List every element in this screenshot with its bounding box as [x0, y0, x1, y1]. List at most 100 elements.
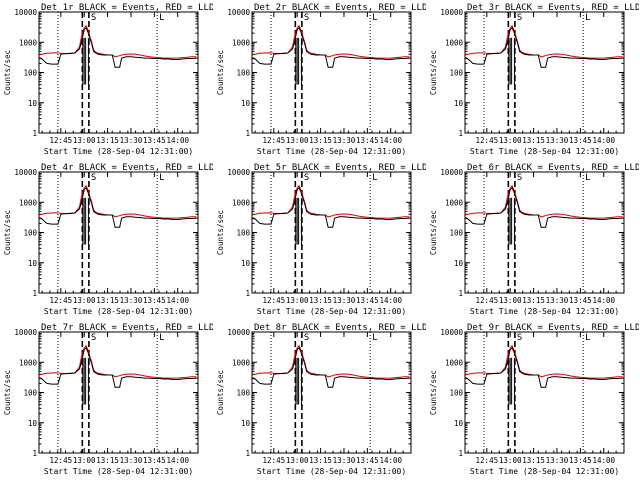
- panel-plot: Det 1r BLACK = Events, RED = LLD 1 10 100 10…: [3, 3, 213, 156]
- plot-frame: [38, 331, 199, 454]
- marker-label: L: [372, 333, 377, 343]
- y-tick-label: 10000: [227, 8, 250, 17]
- x-tick-label: 13:15: [309, 296, 332, 305]
- detector-panel: Det 5r BLACK = Events, RED = LLD 1 10 100 10…: [213, 160, 426, 320]
- x-tick-label: 13:45: [569, 136, 592, 145]
- marker-label: L: [372, 173, 377, 183]
- panel-title: Det 3r BLACK = Events, RED = LLD: [467, 3, 639, 13]
- x-tick-label: 14:00: [592, 136, 615, 145]
- events-series-line: [251, 346, 410, 388]
- x-tick-label: 13:30: [546, 296, 569, 305]
- y-axis-label: Counts/sec: [3, 210, 12, 255]
- marker-label: L: [159, 333, 164, 343]
- x-tick-label: 13:15: [522, 456, 545, 465]
- events-series-line: [38, 26, 197, 68]
- x-tick-label: 13:00: [499, 136, 522, 145]
- y-axis-label: Counts/sec: [216, 370, 225, 415]
- lld-series-line: [251, 344, 410, 379]
- panel-plot: Det 7r BLACK = Events, RED = LLD 1 10 100 10…: [3, 323, 213, 476]
- plot-frame: [464, 171, 625, 294]
- y-tick-label: 100: [23, 69, 37, 78]
- x-tick-label: 13:45: [356, 296, 379, 305]
- x-tick-label: 13:15: [96, 456, 119, 465]
- x-tick-label: 13:15: [96, 136, 119, 145]
- y-axis-label: Counts/sec: [216, 50, 225, 95]
- x-tick-label: 12:45: [50, 296, 73, 305]
- y-tick-label: 10000: [440, 168, 463, 177]
- marker-label: S: [91, 173, 96, 183]
- y-tick-label: 10: [241, 419, 251, 428]
- y-tick-label: 100: [449, 229, 463, 238]
- y-tick-label: 10000: [14, 328, 37, 337]
- y-tick-label: 1: [245, 289, 250, 298]
- marker-label: S: [517, 173, 522, 183]
- x-tick-label: 13:30: [333, 296, 356, 305]
- y-axis-label: Counts/sec: [429, 50, 438, 95]
- y-tick-label: 100: [23, 389, 37, 398]
- detector-panel: Det 3r BLACK = Events, RED = LLD 1 10 100 10…: [426, 0, 639, 160]
- marker-label: S: [517, 13, 522, 23]
- events-series-line: [464, 26, 623, 68]
- panel-plot: Det 9r BLACK = Events, RED = LLD 1 10 100 10…: [429, 323, 639, 476]
- y-tick-label: 1: [32, 289, 37, 298]
- detector-panel: Det 7r BLACK = Events, RED = LLD 1 10 100 10…: [0, 320, 213, 480]
- y-tick-label: 10: [454, 259, 464, 268]
- y-axis-label: Counts/sec: [3, 50, 12, 95]
- y-tick-label: 1000: [445, 358, 464, 367]
- x-tick-label: 13:30: [120, 296, 143, 305]
- x-tick-label: 13:30: [333, 136, 356, 145]
- lld-series-line: [38, 344, 197, 379]
- x-tick-label: 13:00: [499, 296, 522, 305]
- x-tick-label: 14:00: [166, 296, 189, 305]
- x-axis-label: Start Time (28-Sep-04 12:31:00): [44, 147, 193, 156]
- x-tick-label: 13:00: [73, 456, 96, 465]
- y-tick-label: 10000: [440, 8, 463, 17]
- y-axis-label: Counts/sec: [429, 210, 438, 255]
- marker-label: S: [304, 173, 309, 183]
- x-tick-label: 13:00: [73, 296, 96, 305]
- y-tick-label: 1: [458, 449, 463, 458]
- lld-series-line: [251, 184, 410, 219]
- x-axis-label: Start Time (28-Sep-04 12:31:00): [257, 467, 406, 476]
- y-tick-label: 100: [449, 69, 463, 78]
- x-tick-label: 14:00: [379, 136, 402, 145]
- y-axis-label: Counts/sec: [3, 370, 12, 415]
- x-tick-label: 13:45: [356, 136, 379, 145]
- x-tick-label: 13:30: [120, 136, 143, 145]
- x-tick-label: 12:45: [263, 136, 286, 145]
- plot-frame: [251, 171, 412, 294]
- detector-panel: Det 2r BLACK = Events, RED = LLD 1 10 100 10…: [213, 0, 426, 160]
- y-tick-label: 1000: [232, 38, 251, 47]
- y-tick-label: 100: [449, 389, 463, 398]
- panel-title: Det 4r BLACK = Events, RED = LLD: [41, 163, 213, 173]
- y-tick-label: 10: [28, 259, 38, 268]
- x-tick-label: 13:15: [309, 456, 332, 465]
- panel-plot: Det 8r BLACK = Events, RED = LLD 1 10 100 10…: [216, 323, 426, 476]
- events-series-line: [38, 346, 197, 388]
- detector-panel: Det 4r BLACK = Events, RED = LLD 1 10 100 10…: [0, 160, 213, 320]
- x-tick-label: 14:00: [379, 456, 402, 465]
- x-tick-label: 13:45: [143, 136, 166, 145]
- plot-frame: [464, 331, 625, 454]
- x-tick-label: 14:00: [592, 296, 615, 305]
- marker-label: S: [517, 333, 522, 343]
- y-tick-label: 1000: [232, 358, 251, 367]
- x-tick-label: 13:15: [96, 296, 119, 305]
- plot-frame: [251, 11, 412, 134]
- x-tick-label: 12:45: [263, 296, 286, 305]
- x-tick-label: 13:45: [143, 296, 166, 305]
- x-axis-label: Start Time (28-Sep-04 12:31:00): [257, 147, 406, 156]
- panel-title: Det 8r BLACK = Events, RED = LLD: [254, 323, 426, 333]
- lld-series-line: [38, 184, 197, 219]
- events-series-line: [464, 186, 623, 228]
- y-tick-label: 10: [28, 419, 38, 428]
- x-tick-label: 13:45: [356, 456, 379, 465]
- x-axis-label: Start Time (28-Sep-04 12:31:00): [470, 307, 619, 316]
- marker-label: L: [585, 333, 590, 343]
- y-tick-label: 10: [241, 99, 251, 108]
- y-tick-label: 100: [236, 389, 250, 398]
- marker-label: S: [91, 333, 96, 343]
- x-axis-label: Start Time (28-Sep-04 12:31:00): [470, 467, 619, 476]
- x-axis-label: Start Time (28-Sep-04 12:31:00): [44, 467, 193, 476]
- panel-title: Det 2r BLACK = Events, RED = LLD: [254, 3, 426, 13]
